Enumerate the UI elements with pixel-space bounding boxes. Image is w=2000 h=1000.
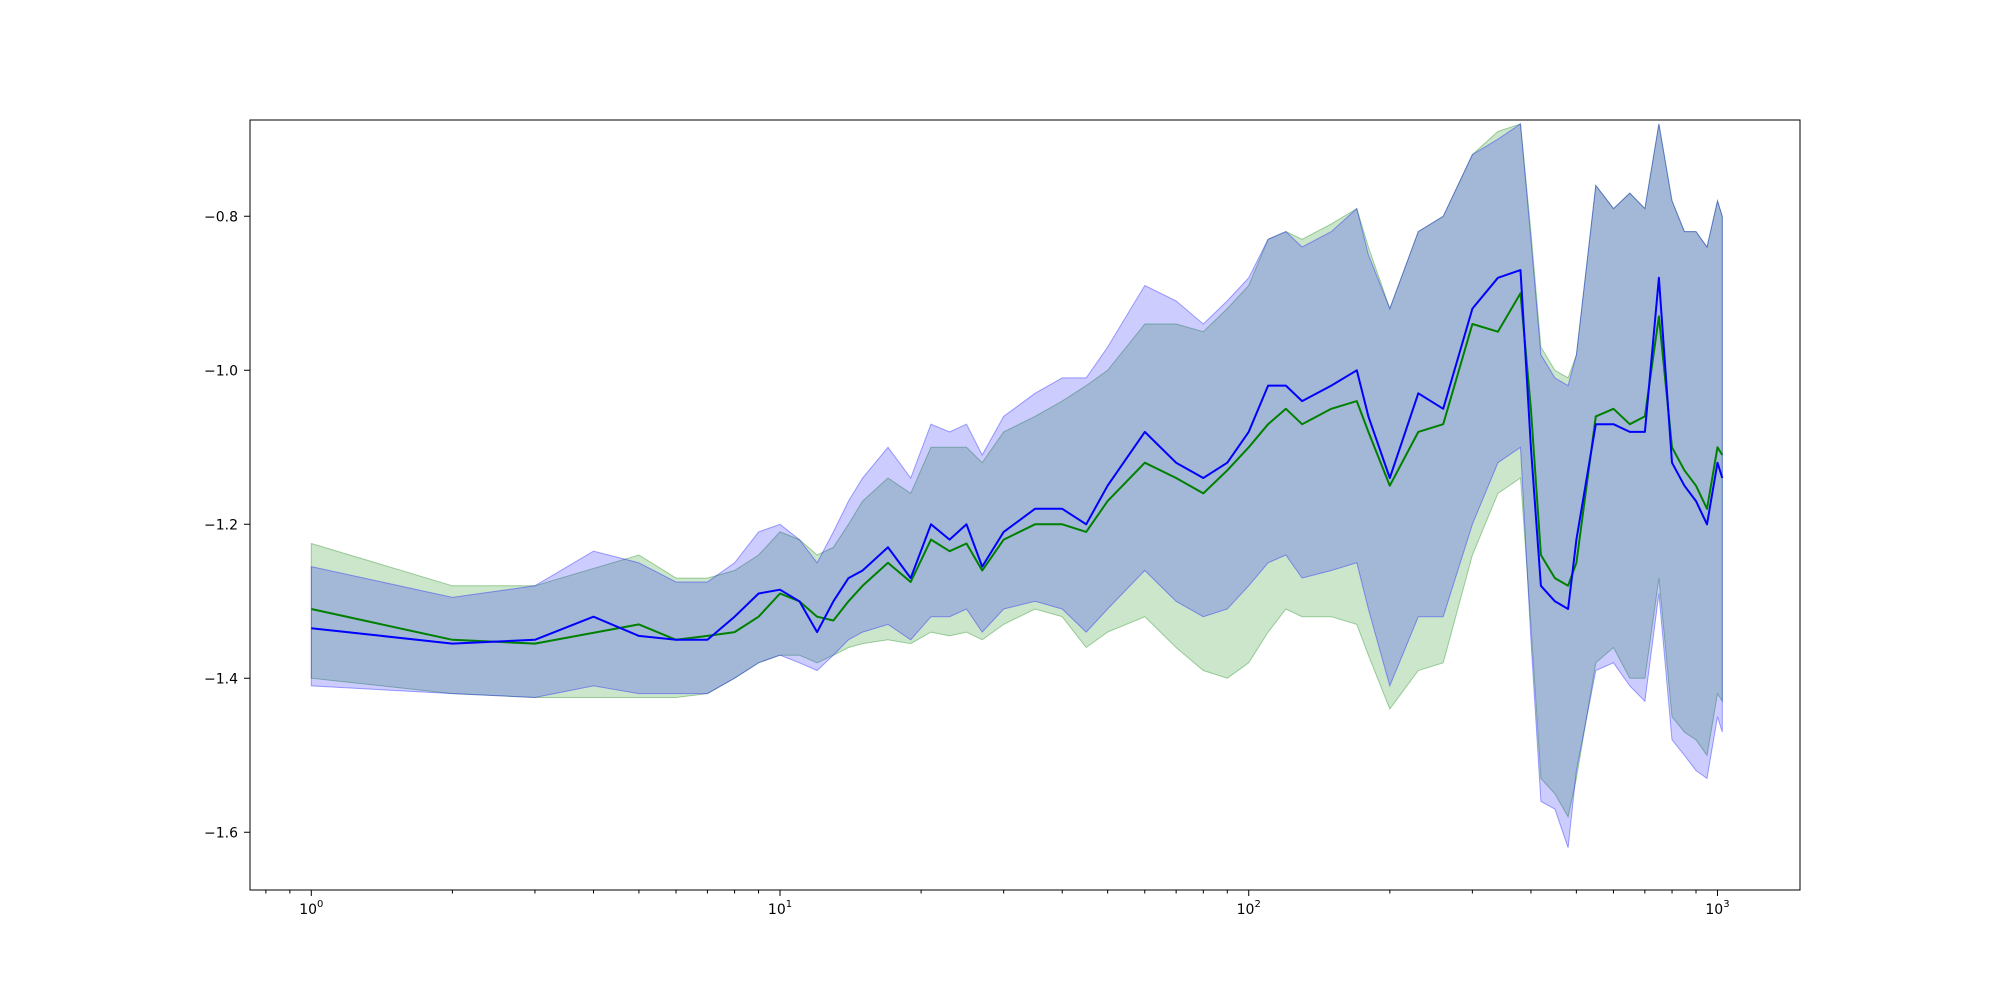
x-axis: 100 101 102 103	[265, 890, 1730, 918]
x-tick-label: 100	[299, 899, 323, 918]
confidence-bands	[310, 123, 1723, 848]
y-tick-label: −1.4	[204, 671, 238, 687]
y-tick-label: −1.6	[204, 825, 238, 841]
x-tick-label: 101	[768, 899, 792, 918]
plot-frame	[249, 119, 1801, 891]
series-line-1	[311, 292, 1724, 645]
y-axis: −0.8 −1.0 −1.2 −1.4 −1.6	[204, 209, 250, 841]
confidence-band-2	[310, 123, 1723, 848]
y-tick-label: −1.2	[204, 517, 238, 533]
series-lines	[311, 269, 1724, 645]
confidence-band-1	[310, 123, 1723, 819]
x-tick-label: 102	[1237, 899, 1261, 918]
x-tick-label: 103	[1705, 899, 1729, 918]
y-tick-label: −1.0	[204, 363, 238, 379]
series-line-2	[311, 269, 1724, 645]
y-tick-label: −0.8	[204, 209, 238, 225]
